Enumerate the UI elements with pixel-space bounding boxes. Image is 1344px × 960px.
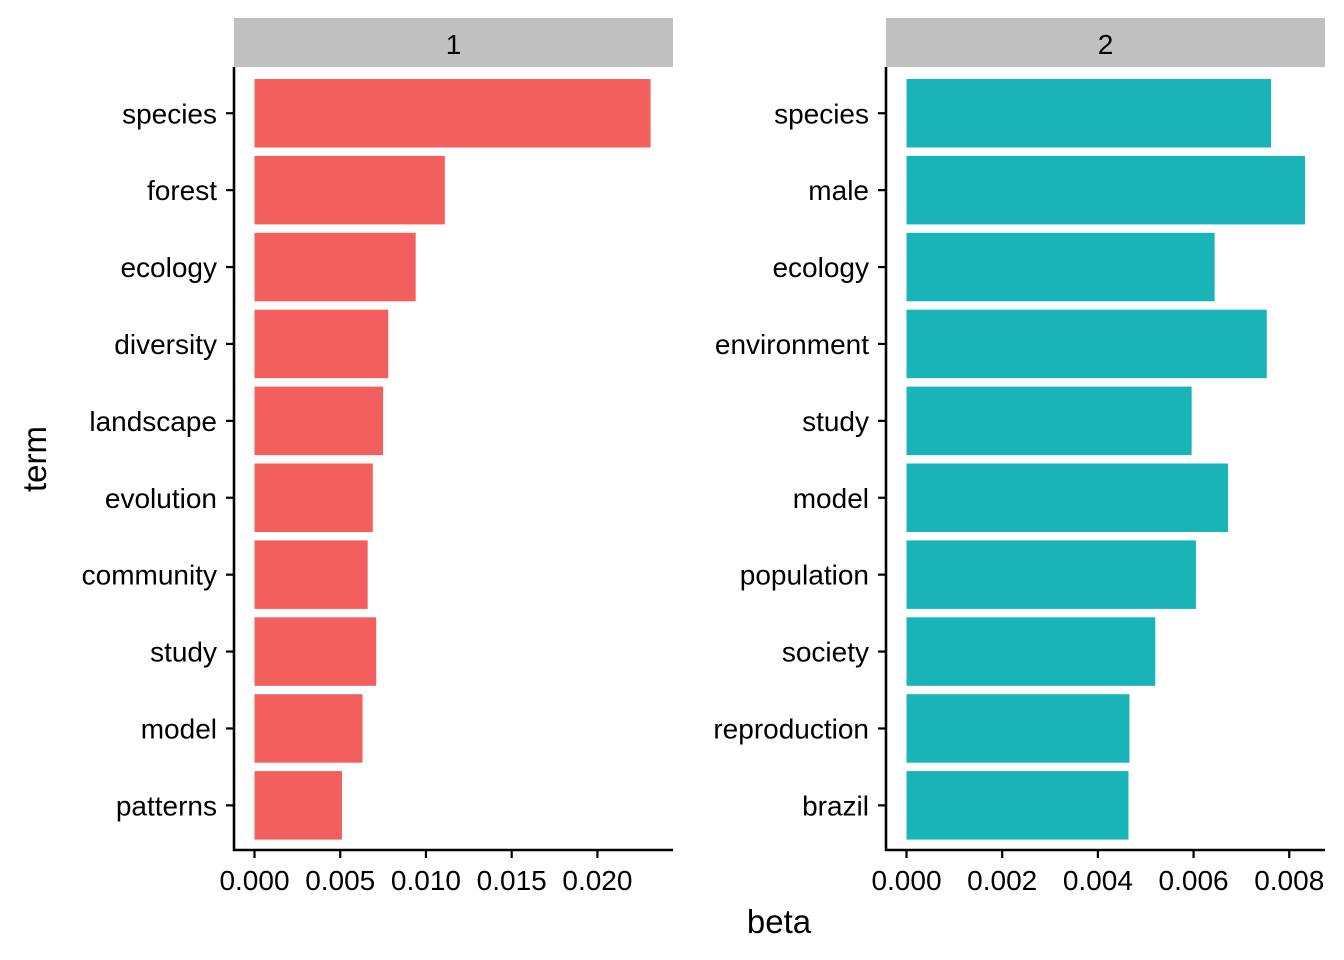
bar <box>254 771 342 840</box>
x-tick-label: 0.000 <box>871 865 941 896</box>
y-tick-label: model <box>793 483 869 514</box>
y-tick-label: population <box>740 560 869 591</box>
bar <box>906 540 1196 609</box>
bar <box>254 309 389 379</box>
y-tick-label: landscape <box>89 406 217 437</box>
y-tick-label: patterns <box>116 790 217 821</box>
x-tick-label: 0.008 <box>1254 865 1324 896</box>
bar <box>906 771 1129 840</box>
y-tick-label: reproduction <box>713 713 869 744</box>
x-tick-label: 0.010 <box>391 865 461 896</box>
x-tick-label: 0.005 <box>305 865 375 896</box>
bar <box>906 386 1192 456</box>
x-tick-label: 0.006 <box>1159 865 1229 896</box>
facet-strip-label: 2 <box>1098 29 1114 60</box>
facet-strip-label: 1 <box>446 29 462 60</box>
facet-strip <box>234 18 673 67</box>
y-tick-label: evolution <box>105 483 217 514</box>
facet-panel-1: 1 species forest ecology diversity landscape e… <box>82 18 673 896</box>
y-tick-label: ecology <box>772 252 869 283</box>
y-tick-label: community <box>82 560 217 591</box>
y-tick-label: forest <box>147 175 217 206</box>
bar <box>906 309 1267 379</box>
y-tick-label: model <box>141 713 217 744</box>
y-tick-label: species <box>774 98 869 129</box>
x-tick-label: 0.000 <box>219 865 289 896</box>
y-tick-label: brazil <box>802 790 869 821</box>
facet-strip <box>886 18 1325 67</box>
bar <box>254 694 363 763</box>
y-tick-label: male <box>808 175 869 206</box>
bar <box>254 617 377 686</box>
y-tick-label: study <box>802 406 869 437</box>
bar <box>254 155 445 225</box>
bar <box>906 617 1156 686</box>
facet-panel-2: 2 species male ecology environment study model… <box>713 18 1325 896</box>
y-tick-label: study <box>150 637 217 668</box>
bar <box>906 232 1215 302</box>
bar <box>906 79 1272 148</box>
x-tick-label: 0.015 <box>477 865 547 896</box>
x-tick-label: 0.020 <box>562 865 632 896</box>
x-tick-label: 0.004 <box>1063 865 1133 896</box>
y-axis-title: term <box>16 426 53 492</box>
bar <box>254 79 651 148</box>
bar <box>254 540 368 609</box>
bar <box>254 232 416 302</box>
y-tick-label: species <box>122 98 217 129</box>
bar <box>906 463 1229 532</box>
y-tick-label: diversity <box>114 329 217 360</box>
x-axis-title: beta <box>747 903 812 940</box>
bar <box>906 694 1130 763</box>
y-tick-label: environment <box>715 329 869 360</box>
bar <box>906 155 1306 225</box>
bar <box>254 463 373 532</box>
y-tick-label: ecology <box>120 252 217 283</box>
y-tick-label: society <box>782 637 869 668</box>
bar <box>254 386 384 456</box>
x-tick-label: 0.002 <box>967 865 1037 896</box>
